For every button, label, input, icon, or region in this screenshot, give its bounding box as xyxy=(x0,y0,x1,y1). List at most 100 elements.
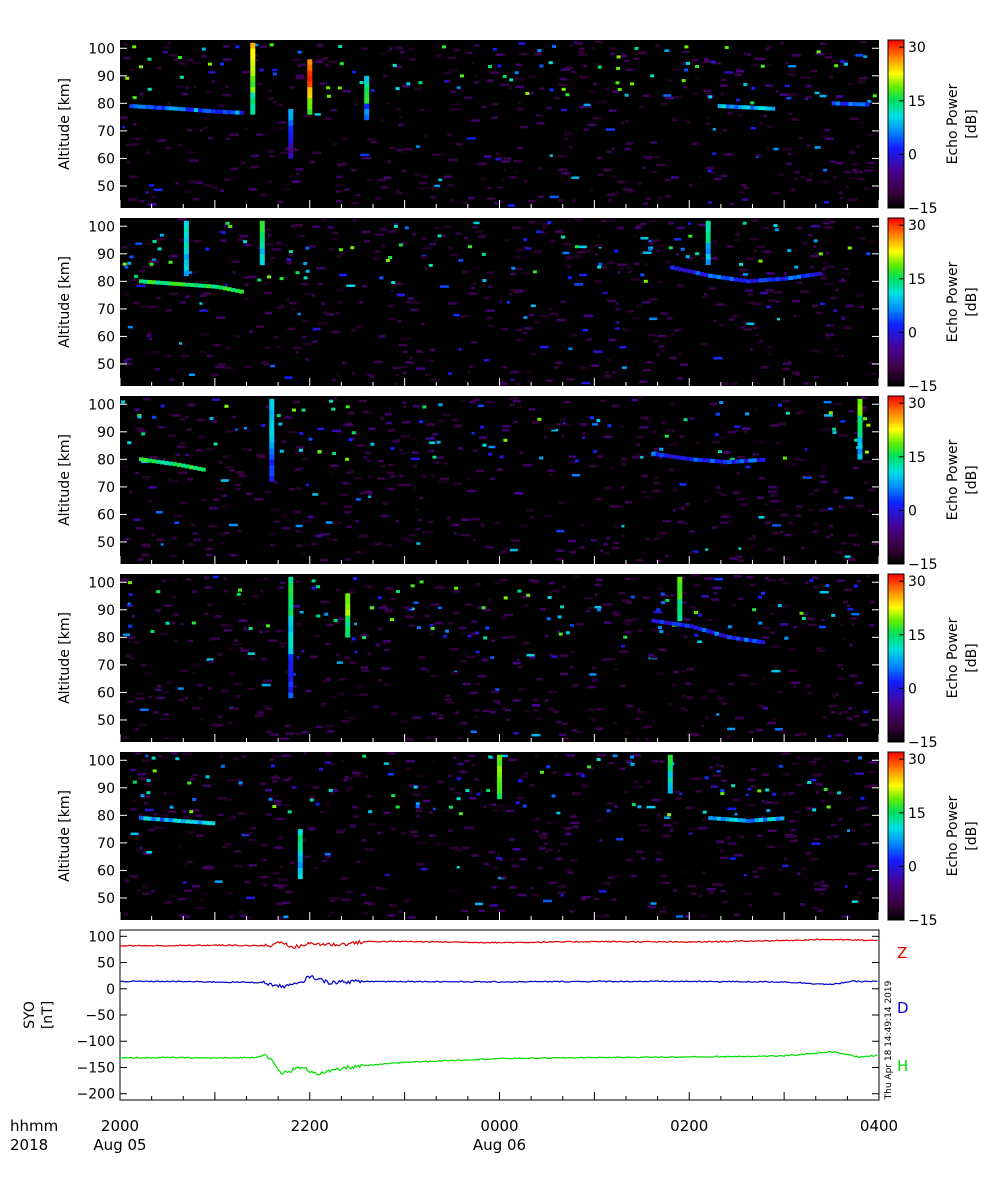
echo-cell xyxy=(475,267,480,270)
y-tick-label: −100 xyxy=(77,1034,115,1050)
echo-cell xyxy=(681,507,685,511)
echo-cell xyxy=(260,782,266,785)
echo-cell xyxy=(589,465,597,468)
echo-cell xyxy=(721,702,728,705)
echo-cell xyxy=(270,794,279,797)
echo-cell xyxy=(722,900,729,904)
echo-cell xyxy=(135,848,144,851)
echo-cell xyxy=(206,658,214,661)
echo-cell xyxy=(226,346,231,350)
echo-cell xyxy=(183,881,187,884)
echo-cell xyxy=(631,754,641,757)
echo-cell xyxy=(456,86,461,89)
echo-cell xyxy=(413,486,417,490)
echo-cell xyxy=(284,724,291,728)
echo-cell xyxy=(503,613,513,617)
echo-cell xyxy=(291,307,295,311)
echo-cell xyxy=(621,534,626,538)
echo-cell xyxy=(489,710,497,714)
echo-cell xyxy=(437,716,444,720)
echo-layer-cell xyxy=(723,634,728,639)
echo-cell xyxy=(397,293,405,297)
echo-cell xyxy=(260,193,266,197)
echo-blip xyxy=(730,457,735,461)
echo-blip xyxy=(303,276,308,280)
echo-cell xyxy=(218,104,225,107)
echo-cell xyxy=(232,271,236,274)
echo-cell xyxy=(319,559,325,562)
echo-cell xyxy=(244,127,248,130)
echo-cell xyxy=(448,372,453,375)
echo-cell xyxy=(833,348,839,351)
echo-cell xyxy=(595,914,605,918)
echo-cell xyxy=(156,825,162,829)
echo-column-cell xyxy=(288,626,294,633)
echo-cell xyxy=(307,826,316,829)
echo-cell xyxy=(619,684,626,688)
echo-cell xyxy=(267,97,275,101)
echo-blip xyxy=(298,448,303,452)
echo-cell xyxy=(501,178,505,182)
echo-cell xyxy=(454,424,463,428)
echo-cell xyxy=(464,236,469,240)
echo-layer-cell xyxy=(708,816,713,821)
echo-cell xyxy=(458,348,462,351)
echo-cell xyxy=(419,656,426,659)
echo-cell xyxy=(780,531,783,534)
echo-blip xyxy=(480,425,485,429)
echo-cell xyxy=(658,648,666,651)
echo-cell xyxy=(177,846,182,849)
echo-cell xyxy=(269,155,274,158)
echo-cell xyxy=(413,601,419,604)
echo-cell xyxy=(734,854,744,857)
echo-blip xyxy=(165,621,170,625)
echo-cell xyxy=(747,293,754,296)
echo-cell xyxy=(147,828,155,832)
echo-cell xyxy=(450,672,459,675)
echo-blip xyxy=(392,63,397,67)
echo-cell xyxy=(402,371,407,375)
echo-cell xyxy=(469,797,477,800)
echo-cell xyxy=(222,455,231,458)
echo-cell xyxy=(686,732,695,736)
echo-cell xyxy=(424,614,430,618)
echo-cell xyxy=(715,303,725,306)
echo-cell xyxy=(522,604,529,607)
echo-cell xyxy=(583,597,593,600)
echo-column-cell xyxy=(364,108,370,115)
echo-cell xyxy=(412,464,417,468)
echo-cell xyxy=(488,324,494,328)
echo-cell xyxy=(210,637,220,640)
echo-blip xyxy=(456,797,461,801)
echo-cell xyxy=(216,723,224,727)
echo-cell xyxy=(820,276,828,280)
echo-blip xyxy=(718,450,722,454)
echo-cell xyxy=(156,66,162,70)
echo-blip xyxy=(149,262,154,266)
echo-cell xyxy=(767,829,777,832)
echo-cell xyxy=(144,783,152,786)
echo-layer-cell xyxy=(168,461,173,466)
echo-blip xyxy=(316,614,321,618)
echo-column-cell xyxy=(269,448,275,455)
echo-cell xyxy=(743,430,748,433)
echo-cell xyxy=(144,808,154,812)
echo-cell xyxy=(498,200,503,203)
echo-cell xyxy=(847,608,854,611)
echo-layer-cell xyxy=(674,266,679,271)
echo-cell xyxy=(281,629,287,633)
echo-column-cell xyxy=(288,152,294,159)
echo-cell xyxy=(380,465,386,468)
echo-cell xyxy=(387,160,392,163)
echo-cell xyxy=(534,755,538,758)
echo-cell xyxy=(584,314,594,317)
echo-cell xyxy=(400,242,410,246)
echo-cell xyxy=(416,806,422,810)
echo-cell xyxy=(272,884,282,887)
echo-cell xyxy=(645,737,649,741)
echo-cell xyxy=(149,184,155,187)
echo-cell xyxy=(851,900,858,903)
echo-blip xyxy=(333,619,338,622)
echo-layer-cell xyxy=(697,626,703,631)
echo-layer-cell xyxy=(861,102,866,107)
